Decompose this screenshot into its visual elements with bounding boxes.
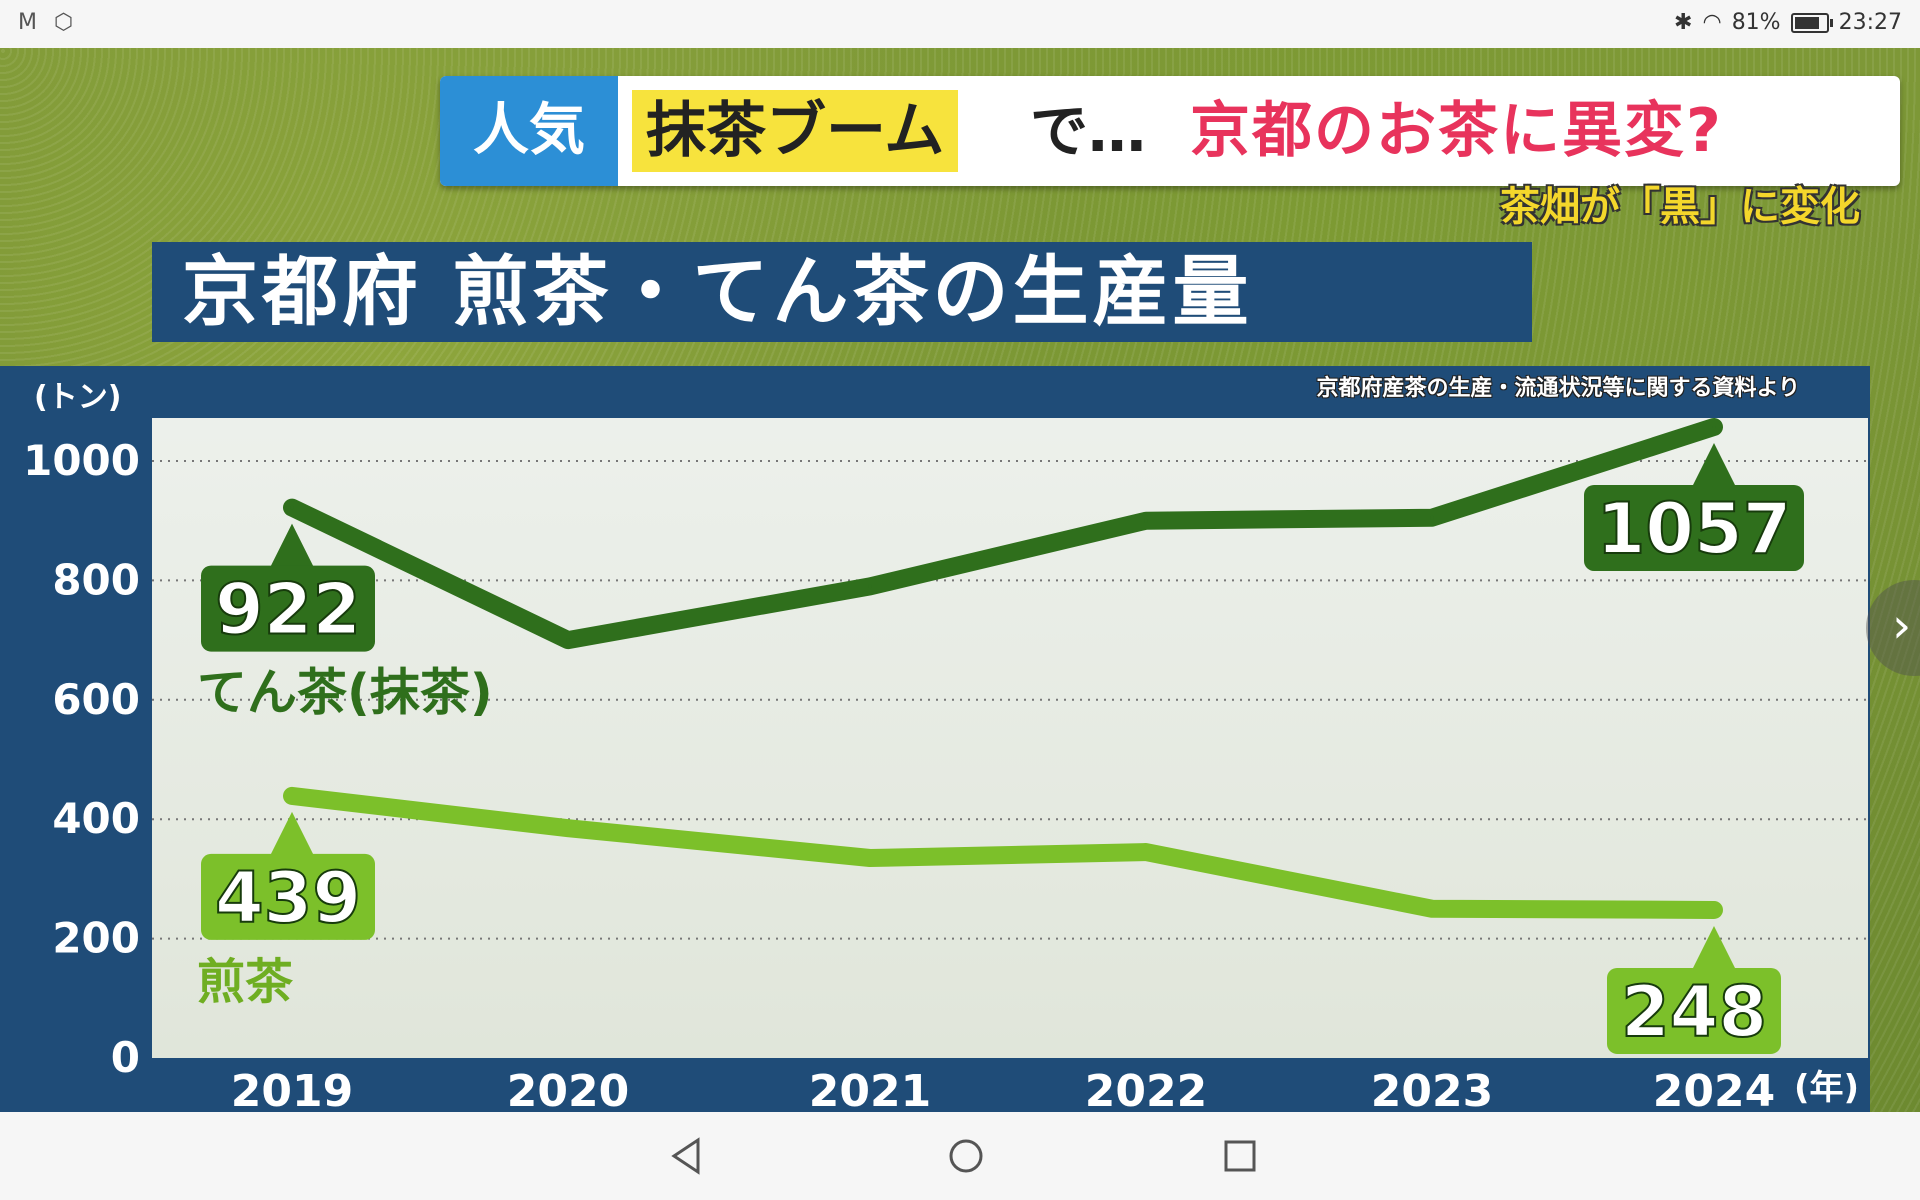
clock: 23:27	[1838, 10, 1902, 35]
back-icon[interactable]	[664, 1132, 712, 1180]
x-tick-label: 2021	[809, 1066, 931, 1112]
box-icon: ⬡	[53, 10, 74, 35]
headline-main: 京都のお茶に異変?	[1190, 96, 1723, 166]
chart-panel: (トン) 京都府産茶の生産・流通状況等に関する資料より 0 200 400 600 80…	[0, 366, 1870, 1112]
data-point	[1144, 850, 1148, 855]
x-tick-label: 2020	[507, 1066, 629, 1112]
home-icon[interactable]	[942, 1132, 990, 1180]
data-label: 248	[1621, 971, 1767, 1053]
callout-pointer	[1692, 442, 1736, 487]
y-axis-unit: (トン)	[34, 380, 122, 415]
callout-box	[1584, 484, 1804, 571]
data-point	[1712, 907, 1716, 912]
status-bar: M ⬡ ✱ ◠ 81% 23:27	[0, 0, 1920, 48]
series-name-label: てん茶(抹茶)	[197, 664, 493, 722]
y-tick-label: 800	[52, 555, 140, 604]
data-point	[1144, 518, 1148, 523]
data-point	[290, 505, 294, 510]
recent-apps-icon[interactable]	[1216, 1132, 1264, 1180]
data-point	[868, 584, 872, 589]
callout-pointer	[270, 811, 314, 856]
chevron-right-icon: ›	[1892, 598, 1912, 654]
status-right: ✱ ◠ 81% 23:27	[1674, 10, 1902, 35]
bluetooth-icon: ✱	[1674, 10, 1693, 35]
series-line	[283, 786, 1723, 919]
series-line	[283, 417, 1723, 650]
line-chart: 0 200 400 600 800 1000 2019 2020 2021 2022 2023 202…	[23, 417, 1866, 1112]
callout-pointer	[1692, 925, 1736, 970]
data-label: 922	[215, 569, 361, 651]
data-point	[1712, 424, 1716, 429]
data-point	[1430, 906, 1434, 911]
y-tick-label: 0	[111, 1033, 140, 1082]
y-tick-label: 200	[52, 914, 140, 963]
status-left: M ⬡	[18, 10, 83, 35]
headline-banner: 人気 抹茶ブーム で… 京都のお茶に異変?	[440, 76, 1900, 186]
y-tick-label: 1000	[23, 436, 140, 485]
data-label: 439	[215, 857, 361, 939]
x-tick-label: 2024	[1653, 1066, 1775, 1112]
video-frame[interactable]: 人気 抹茶ブーム で… 京都のお茶に異変? 茶畑が「黒」に変化 京都府 煎茶・て…	[0, 48, 1920, 1112]
data-point	[566, 826, 570, 831]
headline-connector: で…	[1030, 97, 1147, 165]
y-tick-label: 600	[52, 675, 140, 724]
wifi-icon: ◠	[1702, 10, 1722, 35]
headline-boom: 抹茶ブーム	[632, 90, 959, 172]
x-axis-unit: (年)	[1794, 1068, 1860, 1108]
chart-title: 京都府 煎茶・てん茶の生産量	[152, 242, 1532, 342]
callout-box	[201, 853, 375, 940]
headline-subtitle: 茶畑が「黒」に変化	[1500, 184, 1860, 230]
callout-box	[201, 565, 375, 652]
x-tick-label: 2022	[1085, 1066, 1207, 1112]
data-point	[1430, 515, 1434, 520]
callout-box	[1607, 967, 1781, 1054]
battery-icon	[1790, 12, 1833, 33]
plot-area	[152, 418, 1868, 1058]
x-tick-label: 2023	[1371, 1066, 1493, 1112]
callout-pointer	[270, 523, 314, 568]
headline-tag: 人気	[440, 76, 618, 186]
data-point	[868, 856, 872, 861]
x-tick-label: 2019	[231, 1066, 353, 1112]
y-tick-label: 400	[52, 794, 140, 843]
data-point	[290, 793, 294, 798]
gmail-icon: M	[18, 10, 37, 35]
series-name-label: 煎茶	[197, 954, 294, 1010]
data-point	[566, 638, 570, 643]
battery-percent: 81%	[1731, 10, 1781, 35]
data-label: 1057	[1597, 488, 1792, 570]
navigation-bar	[0, 1112, 1920, 1200]
source-note: 京都府産茶の生産・流通状況等に関する資料より	[1316, 376, 1800, 401]
